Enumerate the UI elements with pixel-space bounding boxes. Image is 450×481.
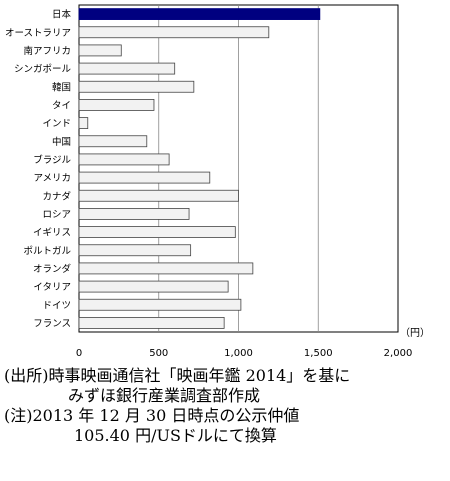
source-line2: みずほ銀行産業調査部作成 — [68, 386, 261, 405]
category-label: 日本 — [52, 9, 72, 21]
bar — [78, 226, 236, 238]
bar — [78, 189, 239, 202]
bar — [78, 99, 155, 111]
note-label: (注) — [4, 406, 33, 425]
bar — [78, 26, 270, 39]
gridlines — [158, 5, 319, 332]
category-labels: 日本オーストラリア南アフリカシンガポール韓国タイインド中国ブラジルアメリカカナダ… — [5, 9, 72, 330]
category-label: イギリス — [33, 228, 71, 239]
x-tick-label: 1,000 — [224, 348, 253, 359]
category-label: イタリア — [33, 282, 71, 293]
category-label: アメリカ — [33, 173, 71, 184]
category-label: タイ — [52, 100, 71, 111]
note-line1: 2013 年 12 月 30 日時点の公示仲値 — [32, 406, 300, 425]
source-note: (出所)時事映画通信社「映画年鑑 2014」を基に — [4, 366, 450, 386]
bar — [78, 208, 190, 220]
bar — [78, 8, 321, 20]
category-label: フランス — [33, 318, 71, 329]
bar — [78, 244, 192, 257]
bar — [78, 153, 170, 166]
bar — [78, 44, 122, 57]
category-label: ロシア — [42, 209, 71, 220]
source-line1: 時事映画通信社「映画年鑑 2014」を基に — [48, 366, 351, 385]
bar — [78, 317, 225, 329]
x-tick-label: 1,500 — [304, 348, 333, 359]
notes: (出所)時事映画通信社「映画年鑑 2014」を基に みずほ銀行産業調査部作成 (… — [4, 366, 450, 446]
category-label: カナダ — [42, 190, 71, 202]
category-label: シンガポール — [14, 64, 72, 75]
note-line2: 105.40 円/USドルにて換算 — [74, 426, 277, 445]
category-label: ブラジル — [33, 154, 71, 166]
bar — [78, 80, 195, 93]
source-label: (出所) — [4, 366, 49, 385]
bar — [78, 298, 242, 311]
x-tick-label: 2,000 — [384, 348, 413, 359]
bar — [78, 62, 176, 75]
bar-chart: 日本オーストラリア南アフリカシンガポール韓国タイインド中国ブラジルアメリカカナダ… — [5, 4, 430, 359]
note: (注)2013 年 12 月 30 日時点の公示仲値 — [4, 406, 450, 426]
category-label: ドイツ — [42, 300, 71, 311]
category-label: 南アフリカ — [23, 45, 71, 57]
unit-label: （円） — [400, 327, 430, 339]
bars — [78, 8, 321, 329]
x-tick-label: 500 — [149, 348, 168, 359]
bar — [78, 262, 254, 275]
bar — [78, 117, 89, 129]
bar — [78, 171, 211, 184]
x-tick-label: 0 — [76, 348, 82, 359]
x-tick-labels: 0 500 1,000 1,500 2,000 — [76, 348, 413, 359]
bar — [78, 280, 229, 293]
bar — [78, 135, 148, 148]
category-label: 韓国 — [52, 82, 71, 93]
category-label: オーストラリア — [5, 28, 71, 39]
category-label: インド — [42, 119, 71, 130]
category-label: オランダ — [33, 263, 72, 275]
category-label: 中国 — [52, 136, 71, 148]
category-label: ポルトガル — [23, 246, 71, 257]
